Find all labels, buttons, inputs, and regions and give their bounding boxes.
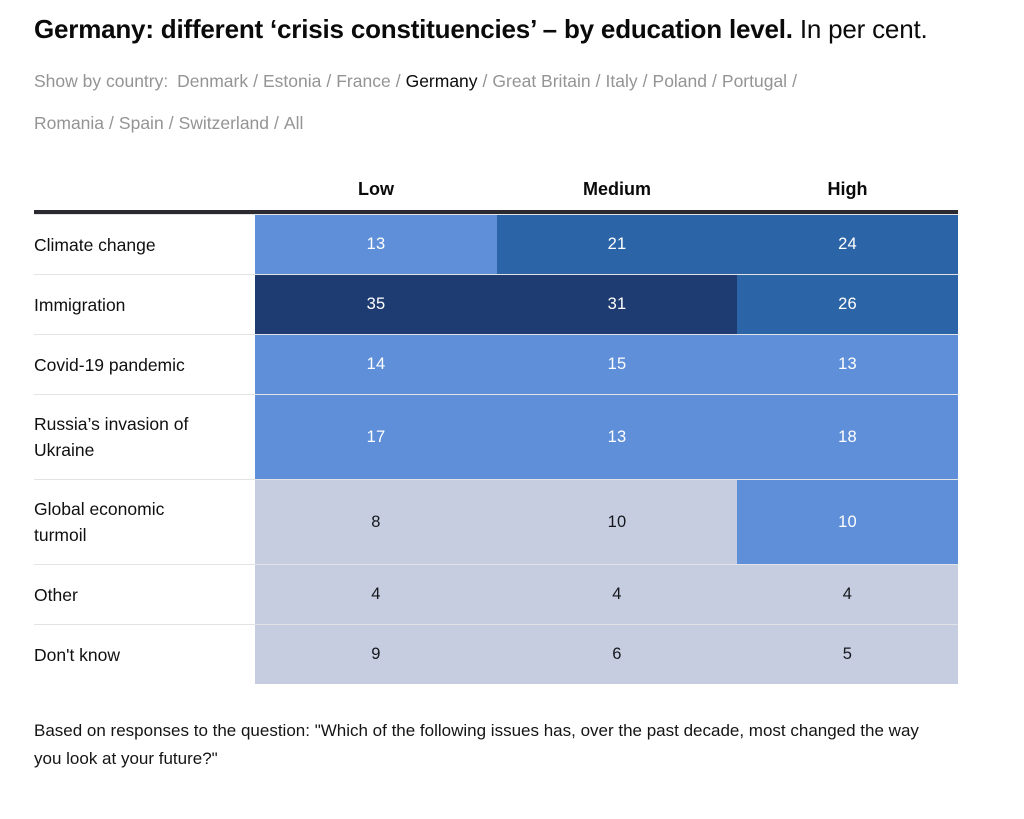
column-header-low: Low (358, 178, 394, 199)
value-cell: 13 (737, 335, 958, 394)
country-separator: / (274, 113, 279, 133)
country-separator: / (326, 71, 332, 91)
table-row-immigration: Immigration 35 31 26 (34, 274, 958, 334)
column-header-high: High (827, 178, 868, 199)
row-label: Immigration (34, 275, 255, 334)
column-header-medium: Medium (582, 178, 651, 199)
value-cell: 21 (497, 215, 737, 274)
value-cell: 5 (737, 625, 958, 684)
value-cell: 10 (497, 480, 737, 564)
footnote: Based on responses to the question: "Whi… (34, 721, 919, 768)
country-separator: / (395, 71, 401, 91)
page-title-bold: Germany: different ‘crisis constituencie… (34, 14, 793, 44)
value-cell: 9 (255, 625, 497, 684)
country-separator: / (482, 71, 488, 91)
row-label: Covid-19 pandemic (34, 335, 255, 394)
country-separator: / (792, 71, 797, 91)
country-link-estonia[interactable]: Estonia (262, 71, 322, 91)
value-cell: 4 (497, 565, 737, 624)
value-cell: 31 (497, 275, 737, 334)
country-link-spain[interactable]: Spain (118, 113, 164, 133)
row-label: Russia’s invasion of Ukraine (34, 395, 255, 479)
country-link-denmark[interactable]: Denmark (177, 71, 249, 91)
page-title: Germany: different ‘crisis constituencie… (34, 10, 984, 49)
header-rule (34, 210, 958, 214)
table-row-russias-invasion-of-ukraine: Russia’s invasion of Ukraine 17 13 18 (34, 394, 958, 479)
country-link-poland[interactable]: Poland (652, 71, 708, 91)
country-link-great-britain[interactable]: Great Britain (492, 71, 591, 91)
value-cell: 13 (255, 215, 497, 274)
country-link-germany[interactable]: Germany (405, 71, 478, 91)
country-separator: / (168, 113, 174, 133)
value-cell: 15 (497, 335, 737, 394)
row-label: Climate change (34, 215, 255, 274)
country-separator: / (712, 71, 717, 91)
value-cell: 24 (737, 215, 958, 274)
value-cell: 14 (255, 335, 497, 394)
row-label: Global economic turmoil (34, 480, 255, 564)
table-row-climate-change: Climate change 13 21 24 (34, 214, 958, 274)
table-row-global-economic-turmoil: Global economic turmoil 8 10 10 (34, 479, 958, 564)
country-link-italy[interactable]: Italy (605, 71, 638, 91)
value-cell: 6 (497, 625, 737, 684)
country-link-switzerland[interactable]: Switzerland (178, 113, 270, 133)
country-link-portugal[interactable]: Portugal (721, 71, 788, 91)
page-title-subtitle: In per cent. (792, 14, 928, 44)
country-link-france[interactable]: France (336, 71, 391, 91)
country-separator: / (109, 113, 114, 133)
value-cell: 35 (255, 275, 497, 334)
value-cell: 18 (737, 395, 958, 479)
country-selector-label: Show by country: (34, 71, 169, 91)
value-cell: 4 (737, 565, 958, 624)
row-label: Don't know (34, 625, 255, 684)
country-selector: Show by country: Denmark / Estonia / France /… (34, 60, 974, 144)
table-row-other: Other 4 4 4 (34, 564, 958, 624)
crisis-heatmap-table: Low Medium High Climate change 13 21 24 … (34, 168, 958, 684)
value-cell: 17 (255, 395, 497, 479)
value-cell: 4 (255, 565, 497, 624)
country-separator: / (595, 71, 601, 91)
country-link-romania[interactable]: Romania (34, 113, 105, 133)
table-row-dont-know: Don't know 9 6 5 (34, 624, 958, 684)
value-cell: 10 (737, 480, 958, 564)
row-label: Other (34, 565, 255, 624)
country-separator: / (642, 71, 648, 91)
page: Germany: different ‘crisis constituencie… (34, 10, 984, 768)
country-link-all[interactable]: All (283, 113, 304, 133)
value-cell: 8 (255, 480, 497, 564)
table-header-row: Low Medium High (34, 168, 958, 210)
value-cell: 13 (497, 395, 737, 479)
value-cell: 26 (737, 275, 958, 334)
country-separator: / (253, 71, 258, 91)
table-row-covid-19-pandemic: Covid-19 pandemic 14 15 13 (34, 334, 958, 394)
